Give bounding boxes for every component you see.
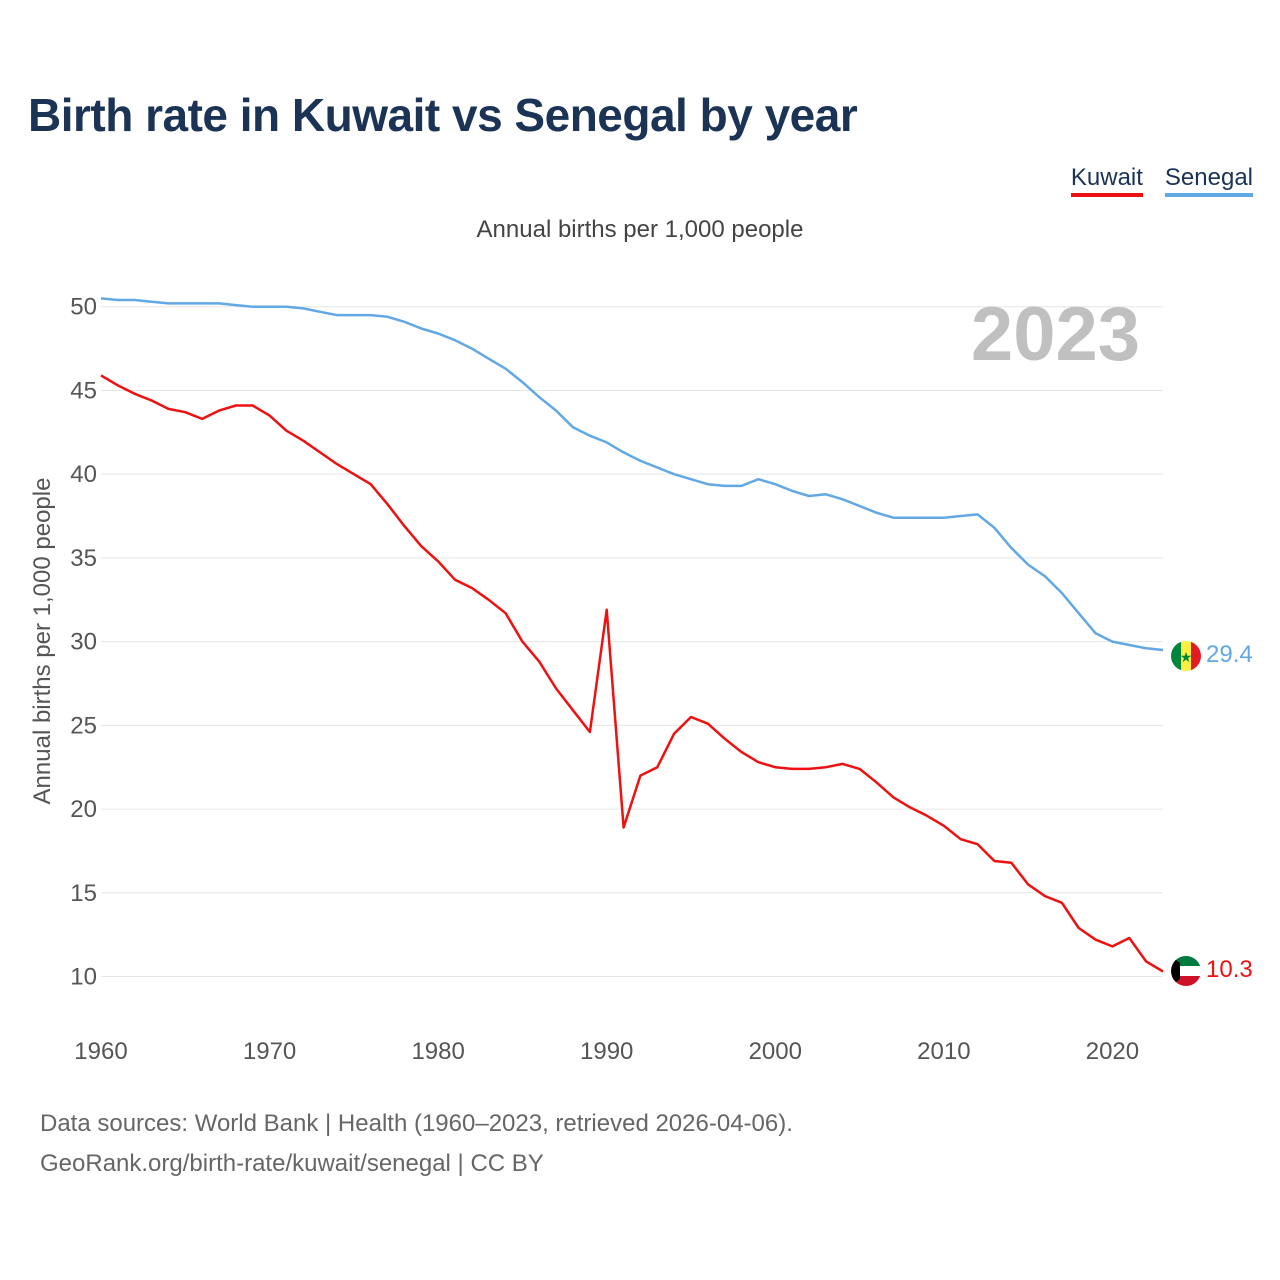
y-tick-label: 40	[70, 461, 97, 488]
kuwait-flag-icon	[1171, 956, 1201, 986]
chart-plot: 10 15 20 25 30 35 40 45 50 1960 1970 1980 1990 2000 2…	[29, 292, 1253, 1065]
year-watermark: 2023	[971, 292, 1140, 377]
y-tick-label: 30	[70, 629, 97, 656]
y-tick-label: 20	[70, 796, 97, 823]
x-tick-label: 2010	[917, 1038, 970, 1065]
chart-subtitle: Annual births per 1,000 people	[476, 216, 804, 243]
svg-text:★: ★	[1180, 650, 1193, 666]
series-lines	[100, 297, 1164, 973]
footer-attribution: GeoRank.org/birth-rate/kuwait/senegal | …	[40, 1150, 544, 1177]
x-tick-label: 1970	[243, 1038, 296, 1065]
series-line-senegal	[100, 297, 1164, 652]
chart-title: Birth rate in Kuwait vs Senegal by year	[28, 89, 858, 141]
y-axis-ticks: 10 15 20 25 30 35 40 45 50	[70, 294, 97, 991]
x-axis-ticks: 1960 1970 1980 1990 2000 2010 2020	[74, 1038, 1139, 1065]
legend: Kuwait Senegal	[1070, 164, 1253, 197]
y-axis-label: Annual births per 1,000 people	[29, 478, 56, 805]
footer: Data sources: World Bank | Health (1960–…	[40, 1104, 793, 1184]
x-tick-label: 1990	[580, 1038, 633, 1065]
x-tick-label: 1960	[74, 1038, 127, 1065]
end-label-kuwait: 10.3	[1206, 956, 1253, 983]
end-label-senegal: 29.4	[1206, 641, 1253, 668]
y-tick-label: 45	[70, 377, 97, 404]
x-tick-label: 2000	[749, 1038, 802, 1065]
footer-source: Data sources: World Bank | Health (1960–…	[40, 1110, 793, 1137]
gridlines	[101, 306, 1163, 978]
y-tick-label: 50	[70, 294, 97, 321]
legend-item-kuwait[interactable]: Kuwait	[1070, 164, 1143, 197]
x-tick-label: 2020	[1086, 1038, 1139, 1065]
series-line-kuwait	[100, 374, 1164, 973]
y-tick-label: 35	[70, 545, 97, 572]
legend-item-senegal[interactable]: Senegal	[1164, 164, 1253, 197]
senegal-flag-icon: ★	[1171, 641, 1201, 671]
y-tick-label: 10	[70, 964, 97, 991]
x-tick-label: 1980	[411, 1038, 464, 1065]
y-tick-label: 15	[70, 880, 97, 907]
y-tick-label: 25	[70, 712, 97, 739]
